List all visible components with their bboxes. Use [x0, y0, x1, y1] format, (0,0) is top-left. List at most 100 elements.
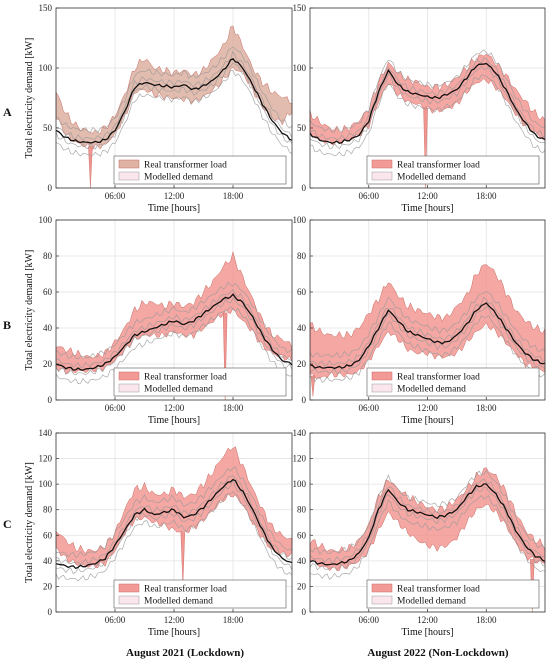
row-label-b: B	[3, 318, 11, 332]
chart-panel-b-2021: 0 20 40 60 80 100 06:00 12:00 18:00 Time [hours] T…	[24, 215, 293, 426]
modelled-demand-range-line	[55, 281, 293, 360]
chart-panel-c-2022: 0 20 40 60 80 100 120 140 06:00 12:00 18:00 Time [h…	[293, 428, 546, 638]
legend-swatch-real	[371, 371, 393, 381]
x-tick-label: 18:00	[476, 615, 497, 625]
x-tick-label: 18:00	[223, 191, 244, 201]
modelled-demand-range-line	[55, 478, 293, 575]
y-tick-label: 20	[297, 359, 307, 369]
x-axis-label: Time [hours]	[401, 627, 453, 638]
x-tick-label: 12:00	[164, 191, 185, 201]
y-tick-label: 100	[293, 479, 307, 489]
legend-box	[113, 155, 287, 185]
modelled-demand-line	[309, 483, 546, 566]
modelled-demand-range-line	[55, 62, 293, 150]
modelled-demand-range-line	[55, 46, 293, 134]
legend-label-model: Modelled demand	[397, 597, 466, 607]
modelled-demand-range-line	[309, 49, 546, 133]
x-tick-label: 06:00	[105, 403, 126, 413]
modelled-demand-line	[309, 62, 546, 145]
legend-swatch-real	[118, 371, 140, 381]
modelled-demand-range-line	[309, 478, 546, 564]
legend-swatch-real	[118, 159, 140, 169]
y-tick-label: 80	[297, 251, 307, 261]
x-tick-label: 18:00	[476, 191, 497, 201]
row-label-a: A	[3, 105, 12, 119]
y-tick-label: 150	[293, 3, 307, 13]
x-axis-label: Time [hours]	[148, 203, 200, 214]
modelled-demand-line	[55, 57, 293, 144]
y-tick-label: 120	[293, 454, 307, 464]
legend-swatch-real	[371, 159, 393, 169]
y-tick-label: 0	[302, 395, 307, 405]
y-tick-label: 150	[39, 3, 53, 13]
y-tick-label: 100	[39, 215, 53, 225]
y-tick-label: 100	[39, 63, 53, 73]
modelled-demand-range-line	[55, 306, 293, 384]
chart-panel-a-2022: 0 50 100 150 06:00 12:00 18:00 Time [hours] Real…	[293, 3, 546, 214]
y-tick-label: 80	[43, 505, 53, 515]
legend-swatch-model	[371, 595, 393, 605]
modelled-demand-range-line	[55, 297, 293, 376]
modelled-demand-range-line	[309, 469, 546, 555]
y-axis-label: Total electricity demand [kW]	[24, 38, 35, 159]
y-tick-label: 100	[39, 479, 53, 489]
modelled-demand-range-line	[309, 57, 546, 141]
y-tick-label: 40	[297, 323, 307, 333]
legend-label-real: Real transformer load	[144, 160, 227, 171]
legend-label-real: Real transformer load	[397, 584, 480, 595]
real-load-dip	[88, 146, 93, 189]
y-tick-label: 0	[302, 607, 307, 617]
legend-label-model: Modelled demand	[144, 597, 213, 607]
y-tick-label: 40	[297, 556, 307, 566]
modelled-demand-line	[55, 478, 293, 570]
y-tick-label: 60	[43, 287, 53, 297]
x-tick-label: 06:00	[105, 615, 126, 625]
x-tick-label: 18:00	[476, 403, 497, 413]
modelled-demand-range-line	[55, 466, 293, 559]
chart-panel-b-2022: 0 20 40 60 80 100 06:00 12:00 18:00 Time [hours] R…	[293, 215, 546, 426]
x-tick-label: 12:00	[164, 615, 185, 625]
x-axis-label: Time [hours]	[401, 203, 453, 214]
modelled-demand-range-line	[309, 314, 546, 383]
x-tick-label: 12:00	[164, 403, 185, 413]
x-axis-label: Time [hours]	[401, 415, 453, 426]
y-tick-label: 60	[43, 530, 53, 540]
x-tick-label: 06:00	[358, 191, 379, 201]
x-tick-label: 18:00	[223, 615, 244, 625]
legend-box	[366, 155, 540, 185]
legend-label-real: Real transformer load	[144, 584, 227, 595]
x-axis-label: Time [hours]	[148, 627, 200, 638]
legend: Real transformer load Modelled demand	[113, 579, 287, 609]
column-title-2021: August 2021 (Lockdown)	[126, 647, 244, 659]
legend-label-real: Real transformer load	[397, 160, 480, 171]
modelled-demand-range-line	[309, 494, 546, 580]
y-tick-label: 40	[43, 556, 53, 566]
real-load-dip	[423, 107, 428, 189]
y-tick-label: 0	[48, 607, 53, 617]
modelled-demand-range-line	[309, 65, 546, 150]
modelled-demand-range-line	[309, 306, 546, 375]
y-tick-label: 60	[297, 530, 307, 540]
row-label-c: C	[3, 517, 12, 531]
y-tick-label: 100	[293, 63, 307, 73]
y-tick-label: 20	[43, 359, 53, 369]
legend: Real transformer load Modelled demand	[366, 155, 540, 185]
modelled-demand-range-line	[309, 296, 546, 367]
x-tick-label: 12:00	[417, 403, 438, 413]
legend: Real transformer load Modelled demand	[113, 155, 287, 185]
modelled-demand-range-line	[55, 70, 293, 157]
y-tick-label: 100	[293, 215, 307, 225]
modelled-demand-range-line	[309, 290, 546, 358]
y-tick-label: 80	[43, 251, 53, 261]
y-tick-label: 50	[43, 123, 53, 133]
legend-swatch-model	[118, 383, 140, 393]
modelled-demand-range-line	[309, 74, 546, 157]
legend-label-model: Modelled demand	[144, 173, 213, 183]
real-load-dip	[180, 532, 186, 587]
x-tick-label: 12:00	[417, 191, 438, 201]
y-tick-label: 20	[297, 581, 307, 591]
legend-swatch-real	[118, 583, 140, 593]
y-tick-label: 50	[297, 123, 307, 133]
legend-swatch-real	[371, 583, 393, 593]
